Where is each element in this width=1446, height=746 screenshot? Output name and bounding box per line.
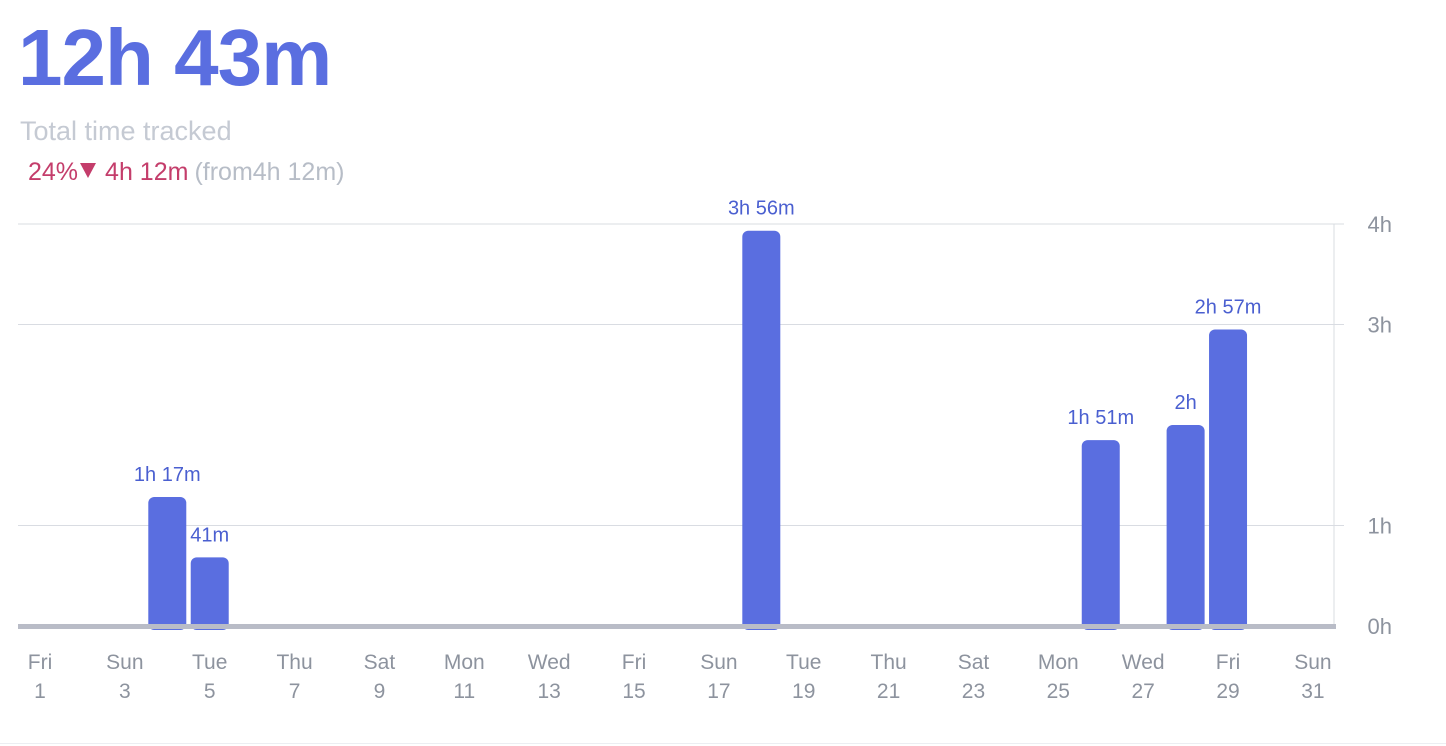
total-time-value: 12h 43m [18, 13, 332, 102]
x-tick-date: 23 [962, 680, 985, 703]
bar [190, 557, 229, 630]
bar [742, 230, 781, 630]
x-tick-day: Sun [106, 651, 143, 674]
y-tick-label: 1h [1368, 514, 1392, 539]
x-tick-date: 17 [707, 680, 730, 703]
bar-value-label: 1h 51m [1067, 407, 1134, 429]
bar [1081, 440, 1120, 630]
x-tick-date: 19 [792, 680, 815, 703]
y-tick-label: 4h [1368, 212, 1392, 237]
x-tick-date: 21 [877, 680, 900, 703]
x-tick-day: Fri [1216, 651, 1241, 674]
x-tick-date: 3 [119, 680, 131, 703]
change-summary: 24% 4h 12m (from4h 12m) [28, 158, 344, 187]
change-percent: 24% [28, 158, 79, 186]
total-time-label: Total time tracked [20, 116, 232, 146]
x-tick-day: Wed [528, 651, 571, 674]
x-tick-day: Thu [871, 651, 907, 674]
x-tick-day: Sun [1294, 651, 1331, 674]
x-tick-day: Mon [444, 651, 485, 674]
y-tick-label: 0h [1368, 614, 1392, 639]
bottom-divider [0, 743, 1446, 744]
x-axis-baseline [18, 624, 1336, 629]
x-tick-day: Sat [958, 651, 990, 674]
x-tick-date: 31 [1301, 680, 1324, 703]
x-tick-day: Tue [786, 651, 821, 674]
x-tick-date: 5 [204, 680, 216, 703]
x-tick-day: Thu [276, 651, 312, 674]
x-tick-day: Fri [622, 651, 647, 674]
bar [148, 497, 187, 630]
bar [1209, 329, 1248, 630]
x-tick-day: Sat [364, 651, 396, 674]
bar-value-label: 41m [190, 524, 229, 546]
y-tick-label: 3h [1368, 313, 1392, 338]
down-arrow-icon [80, 163, 97, 178]
x-tick-date: 11 [453, 680, 475, 703]
change-previous: (from4h 12m) [194, 158, 345, 186]
bar-value-label: 3h 56m [728, 200, 795, 220]
x-tick-date: 29 [1216, 680, 1239, 703]
x-tick-day: Wed [1122, 651, 1165, 674]
x-tick-day: Mon [1038, 651, 1079, 674]
change-amount: 4h 12m [105, 158, 189, 186]
bar-value-label: 2h 57m [1195, 297, 1262, 319]
x-tick-date: 15 [622, 680, 645, 703]
x-tick-date: 9 [374, 680, 386, 703]
daily-time-bar-chart: 0h 1h 3h 4h 1h 17m 41m 3h 56m 1h 51m 2h 2h 57m Fri… [18, 200, 1392, 703]
x-tick-date: 25 [1047, 680, 1070, 703]
x-tick-date: 13 [537, 680, 560, 703]
x-tick-date: 7 [289, 680, 301, 703]
bar-value-label: 1h 17m [134, 464, 201, 486]
x-tick-date: 1 [34, 680, 46, 703]
x-tick-day: Tue [192, 651, 227, 674]
bar-value-label: 2h [1174, 392, 1196, 414]
bar [1166, 425, 1205, 630]
x-tick-date: 27 [1132, 680, 1155, 703]
x-tick-day: Fri [28, 651, 53, 674]
x-tick-day: Sun [700, 651, 737, 674]
